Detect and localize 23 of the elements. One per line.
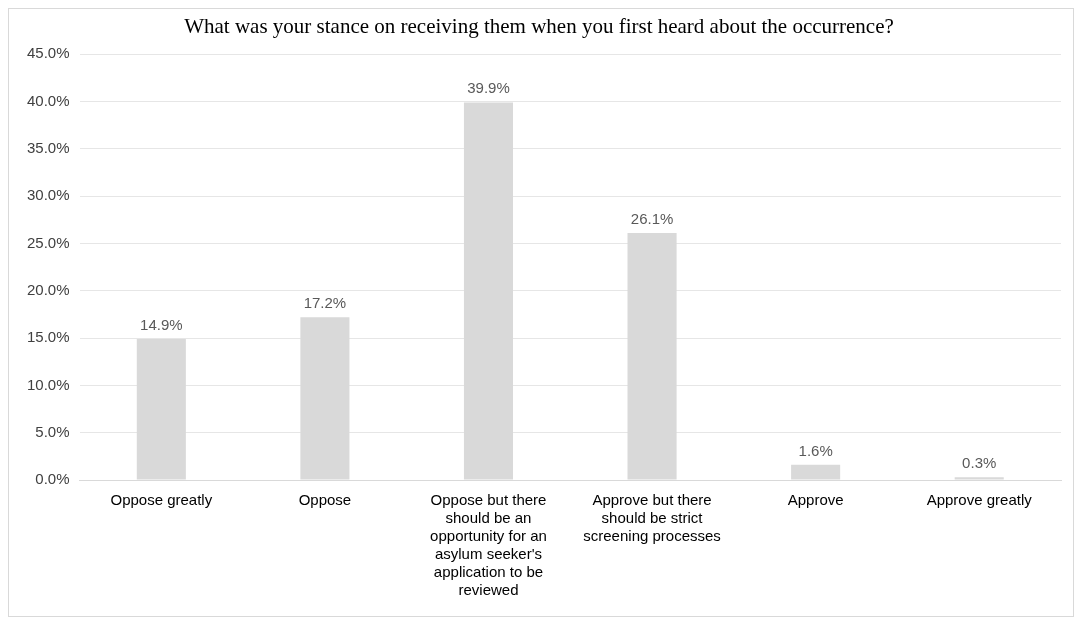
x-tick-label: Approve but there should be strict screening processes	[583, 491, 721, 545]
x-tick-label: Approve greatly	[926, 491, 1033, 509]
data-label: 39.9%	[467, 79, 510, 97]
y-tick-label: 15.0%	[26, 328, 70, 346]
data-label: 0.3%	[962, 453, 997, 471]
y-tick-label: 5.0%	[35, 422, 70, 440]
y-tick-label: 45.0%	[26, 44, 70, 62]
data-label: 17.2%	[303, 293, 347, 311]
x-tick-label: Oppose	[298, 491, 352, 509]
y-tick-label: 35.0%	[26, 138, 70, 156]
data-label: 14.9%	[140, 315, 183, 333]
y-tick-label: 20.0%	[26, 280, 70, 298]
data-label: 1.6%	[798, 441, 833, 459]
data-label: 26.1%	[630, 209, 674, 227]
y-tick-label: 25.0%	[26, 233, 70, 251]
x-tick-label: Approve	[787, 491, 844, 509]
y-tick-label: 30.0%	[26, 186, 70, 204]
chart-title: What was your stance on receiving them when you first heard about the occurrence?	[184, 14, 894, 39]
y-tick-label: 0.0%	[35, 470, 70, 488]
x-tick-label: Oppose but there should be an opportunity for an asylum seeker's application to be reviewed	[430, 491, 547, 599]
y-tick-label: 40.0%	[26, 91, 70, 109]
y-tick-label: 10.0%	[26, 375, 70, 393]
x-tick-label: Oppose greatly	[110, 491, 213, 509]
